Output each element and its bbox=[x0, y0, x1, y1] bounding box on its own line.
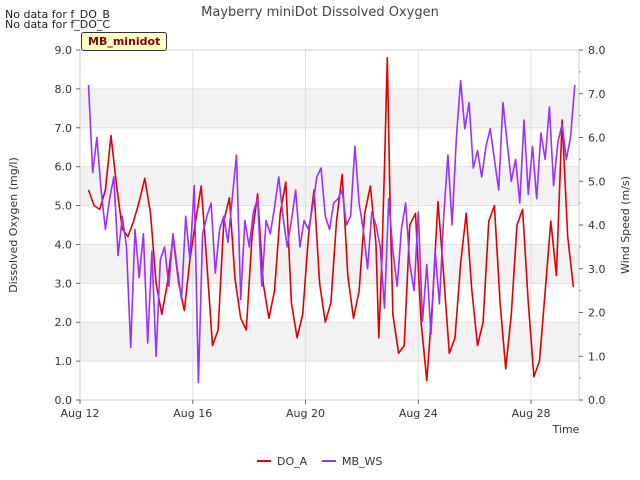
background-bands bbox=[80, 88, 579, 362]
background-band bbox=[80, 88, 579, 128]
legend: DO_A MB_WS bbox=[257, 455, 382, 468]
y-tick-label: 0.0 bbox=[55, 394, 73, 407]
y2-tick-label: 7.0 bbox=[588, 88, 606, 101]
y2-tick-label: 1.0 bbox=[588, 350, 606, 363]
y2-tick-label: 6.0 bbox=[588, 132, 606, 145]
series-line-mb-ws bbox=[87, 79, 576, 384]
y-tick-label: 2.0 bbox=[55, 316, 73, 329]
y-tick-label: 1.0 bbox=[55, 355, 73, 368]
legend-label: DO_A bbox=[277, 455, 308, 468]
y2-tick-label: 5.0 bbox=[588, 175, 606, 188]
y-tick-label: 8.0 bbox=[55, 83, 73, 96]
y-tick-label: 5.0 bbox=[55, 200, 73, 213]
x-tick-label: Aug 16 bbox=[173, 407, 212, 420]
y-axis-label: Dissolved Oxygen (mg/l) bbox=[7, 157, 20, 292]
y2-axis-label: Wind Speed (m/s) bbox=[619, 176, 632, 274]
y-tick-label: 6.0 bbox=[55, 161, 73, 174]
chart-title: Mayberry miniDot Dissolved Oxygen bbox=[201, 5, 439, 20]
x-tick-label: Aug 28 bbox=[512, 407, 551, 420]
y2-tick-label: 8.0 bbox=[588, 44, 606, 57]
y2-tick-label: 2.0 bbox=[588, 307, 606, 320]
y-tick-label: 7.0 bbox=[55, 122, 73, 135]
station-badge: MB_minidot bbox=[81, 32, 168, 51]
no-data-notice-c: No data for f_DO_C bbox=[5, 18, 111, 31]
no-data-notice-b: No data for f_DO_B bbox=[5, 8, 110, 21]
y-tick-label: 3.0 bbox=[55, 277, 73, 290]
x-axis-label: Time bbox=[552, 423, 580, 436]
y2-tick-label: 3.0 bbox=[588, 263, 606, 276]
y2-tick-label: 0.0 bbox=[588, 394, 606, 407]
y-tick-label: 9.0 bbox=[55, 44, 73, 57]
y-tick-label: 4.0 bbox=[55, 238, 73, 251]
background-band bbox=[80, 322, 579, 362]
x-tick-label: Aug 24 bbox=[399, 407, 438, 420]
x-tick-label: Aug 20 bbox=[286, 407, 325, 420]
legend-label: MB_WS bbox=[342, 455, 382, 468]
x-tick-label: Aug 12 bbox=[61, 407, 100, 420]
background-band bbox=[80, 166, 579, 206]
y2-tick-label: 4.0 bbox=[588, 219, 606, 232]
